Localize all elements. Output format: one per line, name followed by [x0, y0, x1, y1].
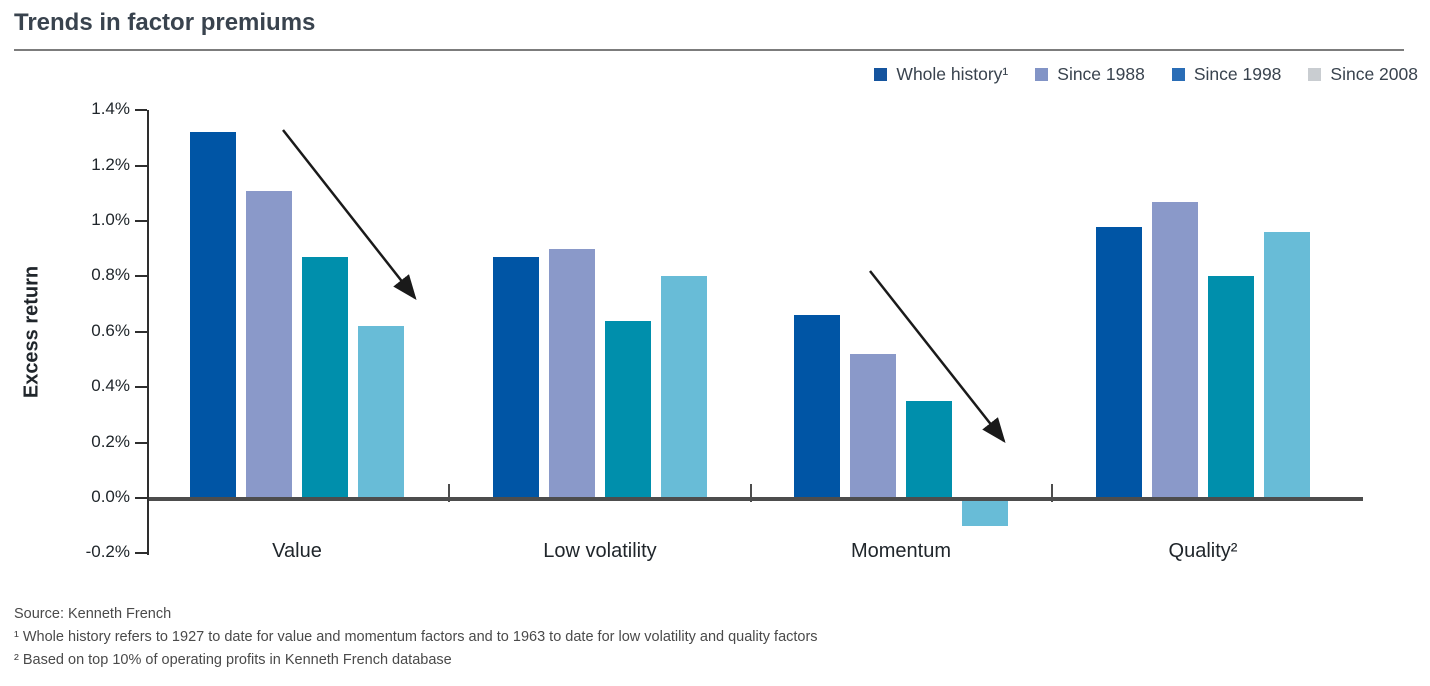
bar [358, 326, 404, 498]
bar [549, 248, 595, 498]
y-axis-tick [135, 275, 147, 278]
y-axis-tick [135, 330, 147, 333]
bar [1096, 226, 1142, 498]
y-axis-line [147, 110, 149, 556]
footnote-2: ² Based on top 10% of operating profits … [14, 652, 452, 668]
y-axis-tick [135, 441, 147, 444]
category-label: Value [272, 540, 322, 562]
legend-item: Since 1988 [1035, 64, 1145, 85]
bar [850, 353, 896, 498]
zero-line [149, 497, 1363, 501]
legend-label: Since 2008 [1330, 63, 1418, 84]
bar [794, 315, 840, 498]
legend-swatch-icon [1171, 67, 1185, 81]
y-axis-tick [135, 164, 147, 167]
chart-title: Trends in factor premiums [14, 9, 316, 36]
y-axis-tick-label: 0.0% [91, 487, 130, 506]
bar [493, 257, 539, 498]
legend-swatch-icon [1308, 67, 1322, 81]
category-label: Quality² [1168, 540, 1238, 562]
y-axis-tick [135, 386, 147, 389]
y-axis-tick-label: 1.4% [91, 99, 130, 119]
legend-item: Whole history¹ [874, 64, 1008, 85]
legend-swatch-icon [1035, 67, 1049, 81]
bar [190, 132, 236, 498]
legend-swatch-icon [874, 67, 888, 81]
y-axis-tick-label: 0.6% [91, 320, 130, 340]
footnotes: Source: Kenneth French ¹ Whole history r… [14, 603, 818, 672]
category-label: Low volatility [543, 540, 657, 562]
y-axis-title: Excess return [20, 265, 43, 399]
bar [605, 320, 651, 498]
legend-label: Whole history¹ [896, 63, 1009, 84]
bar [962, 498, 1008, 526]
y-axis-tick-label: 1.2% [91, 154, 130, 174]
y-axis-tick-label: 0.4% [91, 376, 130, 396]
legend: Whole history¹ Since 1988 Since 1998 Since … [874, 62, 1418, 86]
y-axis-tick [135, 497, 147, 499]
y-axis-tick-label: 0.2% [91, 431, 130, 451]
y-axis-tick [135, 109, 147, 112]
bar [1152, 201, 1198, 498]
legend-label: Since 1988 [1057, 63, 1145, 84]
y-axis-tick-label: 0.8% [91, 265, 130, 285]
bar [1264, 232, 1310, 498]
category-label: Momentum [850, 540, 952, 562]
category-separator-tick [447, 484, 450, 502]
bar [661, 276, 707, 498]
category-separator-tick [1051, 484, 1053, 502]
legend-item: Since 2008 [1308, 64, 1418, 85]
legend-item: Since 1998 [1171, 63, 1282, 85]
bar [906, 401, 952, 498]
legend-label: Since 1998 [1193, 63, 1282, 84]
y-axis-tick [135, 552, 147, 555]
category-separator-tick [749, 484, 752, 502]
bar [1208, 276, 1254, 498]
y-axis-tick [135, 220, 147, 222]
source-note: Source: Kenneth French [14, 606, 172, 622]
bar [302, 257, 348, 498]
title-divider [14, 49, 1404, 51]
footnote-1: ¹ Whole history refers to 1927 to date f… [14, 629, 818, 645]
y-axis-tick-label: 1.0% [91, 210, 130, 229]
bar [246, 190, 292, 498]
y-axis-tick-label: -0.2% [85, 542, 130, 562]
